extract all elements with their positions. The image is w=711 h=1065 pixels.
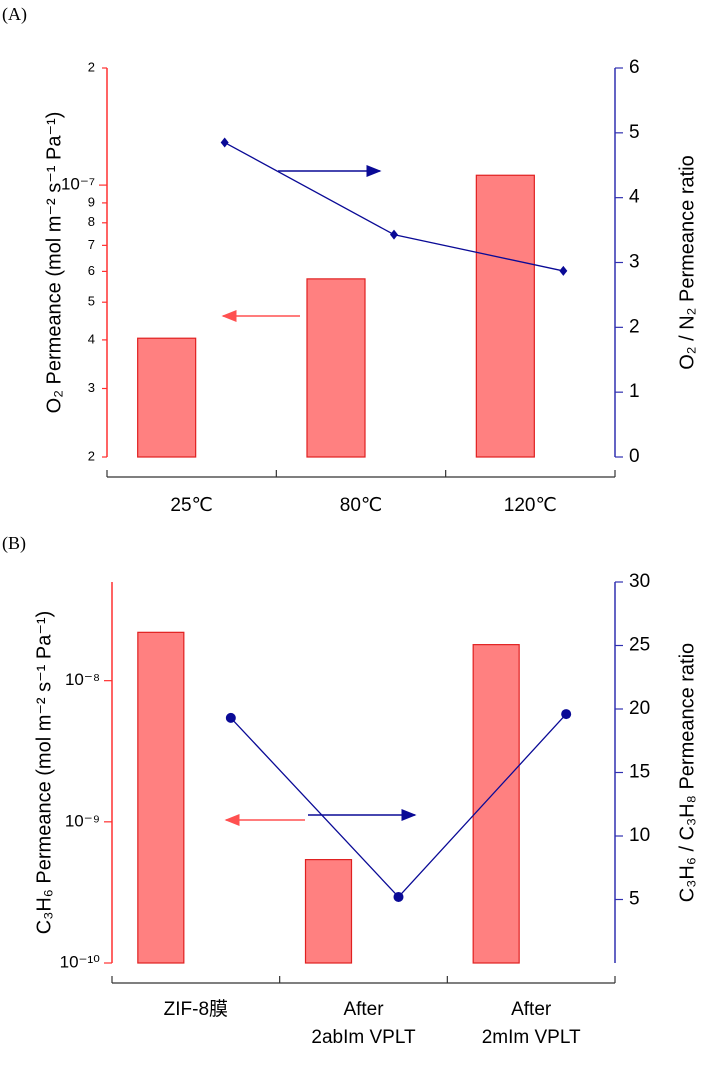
- y-tick-label: 8: [88, 214, 95, 229]
- y-tick-label: 7: [88, 237, 95, 252]
- y-tick-label: 2: [88, 59, 95, 74]
- x-tick-label: After 2abIm VPLT: [311, 999, 416, 1048]
- y-tick-label: 6: [88, 263, 95, 278]
- y-tick-label: 10⁻⁷: [61, 175, 95, 194]
- bar: [306, 278, 366, 458]
- y-tick-label: 10⁻⁸: [65, 670, 100, 689]
- panel-label: (A): [2, 4, 27, 25]
- bar: [137, 631, 185, 964]
- y-tick-label: 2: [88, 448, 95, 463]
- y-axis-title: O₂ Permeance (mol m⁻² s⁻¹ Pa⁻¹): [43, 112, 65, 414]
- y-tick-label: 10⁻⁹: [65, 811, 100, 830]
- marker: [561, 709, 572, 720]
- y-tick-label: 3: [88, 380, 95, 395]
- bar: [472, 644, 520, 964]
- marker: [559, 265, 568, 276]
- y2-tick-label: 10: [629, 825, 650, 846]
- y2-tick-label: 2: [629, 316, 640, 337]
- y2-tick-label: 25: [629, 635, 650, 656]
- x-tick-label: After 2mIm VPLT: [481, 999, 581, 1048]
- marker: [390, 229, 398, 240]
- y2-tick-label: 5: [629, 122, 640, 143]
- y-axis-title: C₃H₆ Permeance (mol m⁻² s⁻¹ Pa⁻¹): [33, 611, 55, 934]
- y-tick-label: 5: [88, 294, 95, 309]
- y-tick-label: 10⁻¹⁰: [60, 952, 101, 971]
- panel-label: (B): [2, 533, 26, 554]
- y2-tick-label: 20: [629, 698, 650, 719]
- y2-axis-title: O₂ / N₂ Permeance ratio: [676, 155, 698, 370]
- y2-axis-title: C₃H₆ / C₃H₈ Permeance ratio: [676, 643, 698, 902]
- y2-tick-label: 5: [629, 889, 640, 910]
- y2-tick-label: 4: [629, 187, 640, 208]
- bar: [137, 337, 197, 458]
- bar: [304, 859, 353, 964]
- y2-tick-label: 3: [629, 252, 640, 273]
- y-tick-label: 4: [88, 331, 95, 346]
- marker: [393, 891, 404, 902]
- marker: [220, 137, 229, 148]
- y-tick-label: 9: [88, 194, 95, 209]
- y2-tick-label: 15: [629, 762, 650, 783]
- y2-tick-label: 0: [629, 446, 640, 467]
- x-tick-label: 120℃: [503, 495, 557, 516]
- y2-tick-label: 1: [629, 381, 640, 402]
- y2-tick-label: 6: [629, 57, 640, 78]
- x-tick-label: ZIF-8膜: [163, 999, 229, 1020]
- x-tick-label: 25℃: [170, 495, 213, 516]
- bar: [475, 174, 535, 458]
- marker: [225, 712, 236, 723]
- x-tick-label: 80℃: [339, 495, 383, 516]
- y2-tick-label: 30: [629, 571, 650, 592]
